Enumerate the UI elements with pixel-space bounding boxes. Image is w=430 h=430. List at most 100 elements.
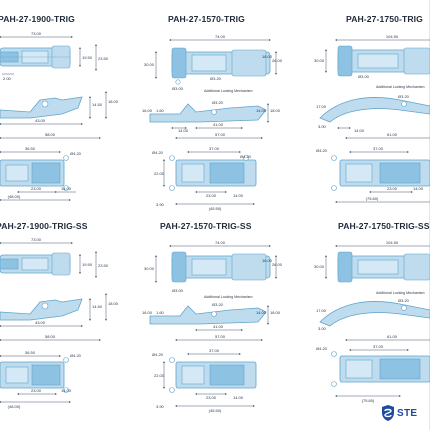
dim-c4-top-r1: 19.50 xyxy=(82,262,93,267)
dim-c1-bot-w: 36.50 xyxy=(25,146,36,151)
dim-c4-bot-b1: 23.00 xyxy=(31,388,42,393)
dim-c4-bot-b2: 14.00 xyxy=(61,388,72,393)
c4-side-latch xyxy=(0,298,83,321)
dim-c3-side-b2: 61.00 xyxy=(387,132,398,137)
dim-c2-top-hole1: Ø3.00 xyxy=(172,86,184,91)
dim-c1-bot-b3: (48.00) xyxy=(8,194,21,199)
dim-c5-bot-b4: (45.50) xyxy=(209,408,222,413)
dim-c2-side-l2: 1.60 xyxy=(156,108,165,113)
c6-top-view xyxy=(325,245,430,283)
title-1900-trig-ss: PAH-27-1900-TRIG-SS xyxy=(0,221,88,231)
c1-side-latch xyxy=(0,96,83,119)
c1-top-view xyxy=(0,36,97,75)
dim-c6-bot-hole: Ø4.20 xyxy=(316,346,328,351)
title-1750-trig-ss: PAH-27-1750-TRIG-SS xyxy=(338,221,430,231)
dim-c3-top-hole: Ø3.00 xyxy=(358,74,370,79)
c5-side-view xyxy=(149,305,269,341)
c4-bottom-view xyxy=(0,355,71,403)
dim-c5-bot-b1: 23.00 xyxy=(206,395,217,400)
dim-c3-bot-b2: 14.00 xyxy=(413,186,424,191)
c6-note: Additional Locking Mechanism xyxy=(376,291,425,295)
c3-bottom-view xyxy=(331,151,430,203)
dim-c3-bot-b1: 23.00 xyxy=(387,186,398,191)
dim-c3-top-w: 104.50 xyxy=(386,34,399,39)
brand-logo[interactable]: STE xyxy=(381,402,429,424)
dim-c4-side-h1: 14.50 xyxy=(92,304,103,309)
dim-c3-bot-hole: Ø4.20 xyxy=(316,148,328,153)
c2-side-latch xyxy=(149,103,267,123)
dim-c2-bot-b4: (45.50) xyxy=(209,206,222,211)
dim-c1-top-r1: 19.50 xyxy=(82,55,93,60)
c5-side-latch xyxy=(149,305,267,325)
dim-c6-bot-w: 37.00 xyxy=(373,344,384,349)
dim-c3-bot-b3: (75.60) xyxy=(366,196,379,201)
c5-note: Additional Locking Mechanism xyxy=(204,295,253,299)
dim-c2-side-b3: 57.00 xyxy=(215,132,226,137)
c2-side-view xyxy=(149,103,269,139)
c3-side-latch xyxy=(319,97,430,123)
dim-c2-bot-b1: 23.00 xyxy=(206,193,217,198)
dim-c4-top-w: 73.00 xyxy=(31,237,42,242)
dim-c5-bot-l: 22.00 xyxy=(154,373,165,378)
title-1900-trig: PAH-27-1900-TRIG xyxy=(0,14,75,24)
dim-c5-side-l1: 16.00 xyxy=(142,310,153,315)
dim-c2-bot-w: 37.00 xyxy=(209,146,220,151)
dim-c6-side-l2: 3.00 xyxy=(318,326,327,331)
dim-c6-bot-b3: (75.60) xyxy=(362,398,375,403)
c3-side-view xyxy=(319,97,430,139)
dim-c1-top-w: 73.00 xyxy=(31,31,42,36)
dim-c1-bot-b2: 14.00 xyxy=(61,186,72,191)
c1-bottom-view xyxy=(0,151,76,201)
dim-c2-side-l1: 16.00 xyxy=(142,108,153,113)
dim-c1-bot-hole: Ø4.20 xyxy=(70,151,82,156)
c3-top-view xyxy=(325,39,430,77)
dim-c5-side-r1: 14.00 xyxy=(256,310,267,315)
dim-c2-bot-hole2: Ø4.20 xyxy=(240,154,252,159)
dim-c5-side-hole: Ø3.20 xyxy=(212,302,224,307)
dim-c5-side-r2: 18.00 xyxy=(270,310,281,315)
dim-c3-side-l1: 17.00 xyxy=(316,104,327,109)
dim-c2-top-r1: 16.00 xyxy=(262,54,273,59)
dim-c2-top-w: 74.00 xyxy=(215,34,226,39)
dim-c2-side-hole: Ø3.20 xyxy=(212,100,224,105)
dim-c3-side-b1: 14.00 xyxy=(354,128,365,133)
dim-c1-bot-b1: 23.00 xyxy=(31,186,42,191)
c6-bottom-view xyxy=(331,349,430,397)
dim-c5-bot-w: 37.00 xyxy=(209,348,220,353)
dim-c6-side-l1: 17.00 xyxy=(316,308,327,313)
dim-c2-top-l: 30.00 xyxy=(144,62,155,67)
c2-note: Additional Locking Mechanism xyxy=(204,89,253,93)
dim-c4-bot-hole: Ø4.20 xyxy=(70,353,82,358)
dim-c6-top-w: 104.50 xyxy=(386,240,399,245)
c4-side-view xyxy=(0,293,107,341)
c2-top-view xyxy=(155,39,277,85)
dim-c4-bot-b3: (48.00) xyxy=(8,404,21,409)
title-1570-trig-ss: PAH-27-1570-TRIG-SS xyxy=(160,221,252,231)
c5-bottom-view xyxy=(163,353,257,407)
dim-c6-top-l: 30.00 xyxy=(314,264,325,269)
dim-c5-bot-b2: 14.00 xyxy=(233,395,244,400)
dim-c4-top-r2: 23.50 xyxy=(98,263,109,268)
dim-c3-top-l: 30.00 xyxy=(314,58,325,63)
dim-c1-side-h2: 18.00 xyxy=(108,99,119,104)
dim-c5-side-l2: 1.60 xyxy=(156,310,165,315)
c4-top-view xyxy=(0,242,97,278)
dim-c5-top-r1: 16.00 xyxy=(262,258,273,263)
dim-c3-side-hole: Ø3.20 xyxy=(398,94,410,99)
dim-c4-side-b2: 58.00 xyxy=(45,334,56,339)
c2-bottom-view xyxy=(163,151,257,205)
title-1570-trig: PAH-27-1570-TRIG xyxy=(168,14,245,24)
dim-c5-top-r2: 26.00 xyxy=(272,262,283,267)
dim-c1-top-l: 2.00 xyxy=(3,76,12,81)
dim-c1-side-b1: 43.00 xyxy=(35,118,46,123)
dim-c4-bot-w: 36.50 xyxy=(25,350,36,355)
brand-wordmark: STE xyxy=(397,407,418,419)
dim-c5-top-w: 74.00 xyxy=(215,240,226,245)
dim-c2-bot-l: 22.00 xyxy=(154,171,165,176)
dim-c5-top-hole1: Ø3.00 xyxy=(172,288,184,293)
dim-c1-side-b2: 58.00 xyxy=(45,132,56,137)
dim-c5-side-b3: 57.00 xyxy=(215,334,226,339)
dim-c2-bot-b2: 14.00 xyxy=(233,193,244,198)
